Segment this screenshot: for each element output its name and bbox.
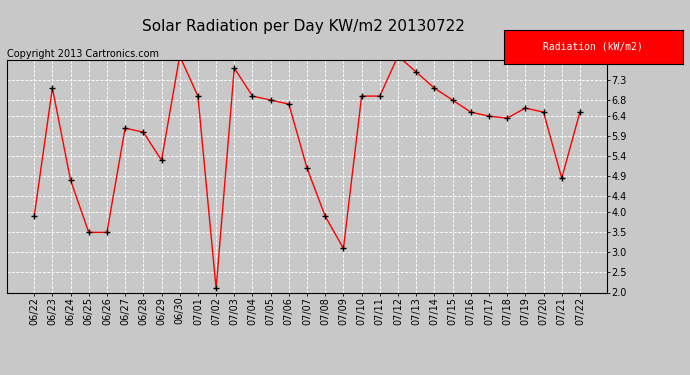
Text: Radiation (kW/m2): Radiation (kW/m2): [544, 42, 643, 52]
Text: Solar Radiation per Day KW/m2 20130722: Solar Radiation per Day KW/m2 20130722: [142, 19, 465, 34]
Text: Copyright 2013 Cartronics.com: Copyright 2013 Cartronics.com: [7, 49, 159, 59]
